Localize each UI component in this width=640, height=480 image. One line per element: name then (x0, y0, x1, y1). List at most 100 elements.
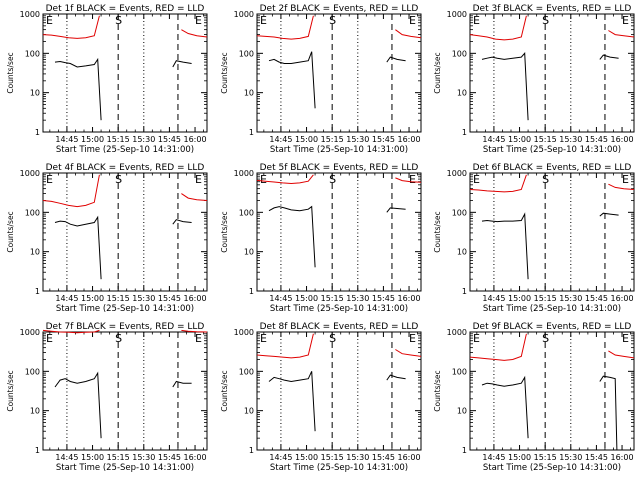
y-axis-label: Counts/sec (220, 52, 229, 93)
y-tick-label: 10 (244, 89, 254, 98)
y-axis-label: Counts/sec (6, 370, 15, 411)
plot-frame (256, 172, 422, 292)
e-right-label: E (409, 173, 416, 186)
panel-title: Det 9f BLACK = Events, RED = LLD (473, 322, 632, 332)
y-tick-label: 1 (35, 287, 40, 296)
series-lld-line (256, 174, 314, 185)
x-tick-label: 15:15 (107, 453, 130, 462)
s-marker-label: S (115, 332, 122, 345)
y-tick-label: 100 (239, 367, 254, 376)
series-lld-line (608, 350, 635, 359)
s-marker-label: S (542, 332, 549, 345)
panel-det-6: Det 6f BLACK = Events, RED = LLD 1 10 100 10… (433, 163, 635, 314)
series-events-line (481, 212, 529, 280)
y-tick-label: 1000 (20, 169, 40, 178)
y-tick-label: 10 (244, 407, 254, 416)
x-tick-label: 15:45 (585, 453, 608, 462)
y-tick-label: 100 (452, 208, 467, 217)
series-events-line (172, 60, 192, 68)
series-events-line (54, 57, 102, 121)
x-tick-label: 15:00 (81, 135, 104, 144)
x-tick-label: 15:15 (107, 294, 130, 303)
series-events-line (54, 215, 102, 280)
x-tick-label: 15:30 (559, 135, 582, 144)
y-tick-label: 1 (249, 287, 254, 296)
x-axis-label: Start Time (25-Sep-10 14:31:00) (483, 463, 621, 473)
panel-title: Det 1f BLACK = Events, RED = LLD (46, 4, 205, 14)
x-tick-label: 15:15 (534, 453, 557, 462)
x-tick-label: 15:30 (132, 135, 155, 144)
x-tick-label: 15:30 (346, 135, 369, 144)
panel-title: Det 8f BLACK = Events, RED = LLD (260, 322, 419, 332)
x-tick-label: 15:45 (585, 294, 608, 303)
x-tick-label: 15:15 (321, 135, 344, 144)
x-tick-label: 14:45 (269, 294, 292, 303)
x-tick-label: 14:45 (55, 135, 78, 144)
x-tick-label: 15:30 (346, 453, 369, 462)
y-tick-label: 100 (239, 208, 254, 217)
e-left-label: E (473, 14, 480, 27)
series-lld-line (181, 329, 208, 333)
y-tick-label: 10 (30, 407, 40, 416)
series-lld-line (395, 177, 422, 183)
x-tick-label: 15:45 (585, 135, 608, 144)
y-tick-label: 1000 (234, 10, 254, 19)
e-right-label: E (622, 14, 629, 27)
x-tick-label: 15:45 (158, 294, 181, 303)
panel-det-3: Det 3f BLACK = Events, RED = LLD 1 10 100 10… (433, 4, 635, 155)
plot-frame (42, 331, 208, 451)
y-tick-label: 1 (462, 446, 467, 455)
plot-frame (42, 13, 208, 133)
x-tick-label: 15:45 (372, 294, 395, 303)
s-marker-label: S (542, 173, 549, 186)
x-tick-label: 15:00 (81, 453, 104, 462)
x-tick-label: 14:45 (482, 135, 505, 144)
e-left-label: E (260, 332, 267, 345)
y-axis-label: Counts/sec (433, 211, 442, 252)
x-axis-label: Start Time (25-Sep-10 14:31:00) (56, 145, 194, 155)
y-tick-label: 10 (457, 407, 467, 416)
series-lld-line (42, 15, 100, 39)
s-marker-label: S (115, 14, 122, 27)
x-tick-label: 16:00 (184, 135, 207, 144)
series-lld-line (256, 15, 314, 40)
series-lld-line (395, 349, 422, 357)
plot-frame (469, 331, 635, 451)
x-axis-label: Start Time (25-Sep-10 14:31:00) (483, 145, 621, 155)
panel-det-1: Det 1f BLACK = Events, RED = LLD 1 10 100 10… (6, 4, 208, 155)
panel-det-7: Det 7f BLACK = Events, RED = LLD 1 10 100 10… (6, 322, 208, 473)
series-lld-line (608, 183, 635, 190)
series-events-line (54, 371, 102, 439)
e-left-label: E (260, 14, 267, 27)
y-tick-label: 10 (30, 248, 40, 257)
x-tick-label: 15:30 (559, 453, 582, 462)
s-marker-label: S (329, 332, 336, 345)
x-tick-label: 14:45 (55, 453, 78, 462)
y-tick-label: 1 (35, 446, 40, 455)
x-tick-label: 15:15 (534, 294, 557, 303)
series-lld-line (181, 193, 208, 201)
series-events-line (599, 375, 618, 451)
series-events-line (268, 371, 316, 432)
x-tick-label: 15:45 (158, 135, 181, 144)
y-tick-label: 1000 (20, 10, 40, 19)
e-left-label: E (473, 332, 480, 345)
y-axis-label: Counts/sec (433, 52, 442, 93)
series-events-line (599, 54, 619, 60)
series-events-line (386, 56, 406, 63)
y-tick-label: 10 (244, 248, 254, 257)
plot-frame (256, 13, 422, 133)
series-lld-line (181, 29, 208, 38)
panel-det-8: Det 8f BLACK = Events, RED = LLD 1 10 100 10… (220, 322, 422, 473)
x-tick-label: 15:45 (158, 453, 181, 462)
x-tick-label: 16:00 (398, 294, 421, 303)
series-events-line (268, 205, 316, 268)
y-tick-label: 1000 (20, 328, 40, 337)
panel-det-4: Det 4f BLACK = Events, RED = LLD 1 10 100 10… (6, 163, 208, 314)
plot-frame (42, 172, 208, 292)
e-left-label: E (46, 173, 53, 186)
plot-frame (469, 172, 635, 292)
y-axis-label: Counts/sec (220, 370, 229, 411)
y-tick-label: 10 (457, 248, 467, 257)
